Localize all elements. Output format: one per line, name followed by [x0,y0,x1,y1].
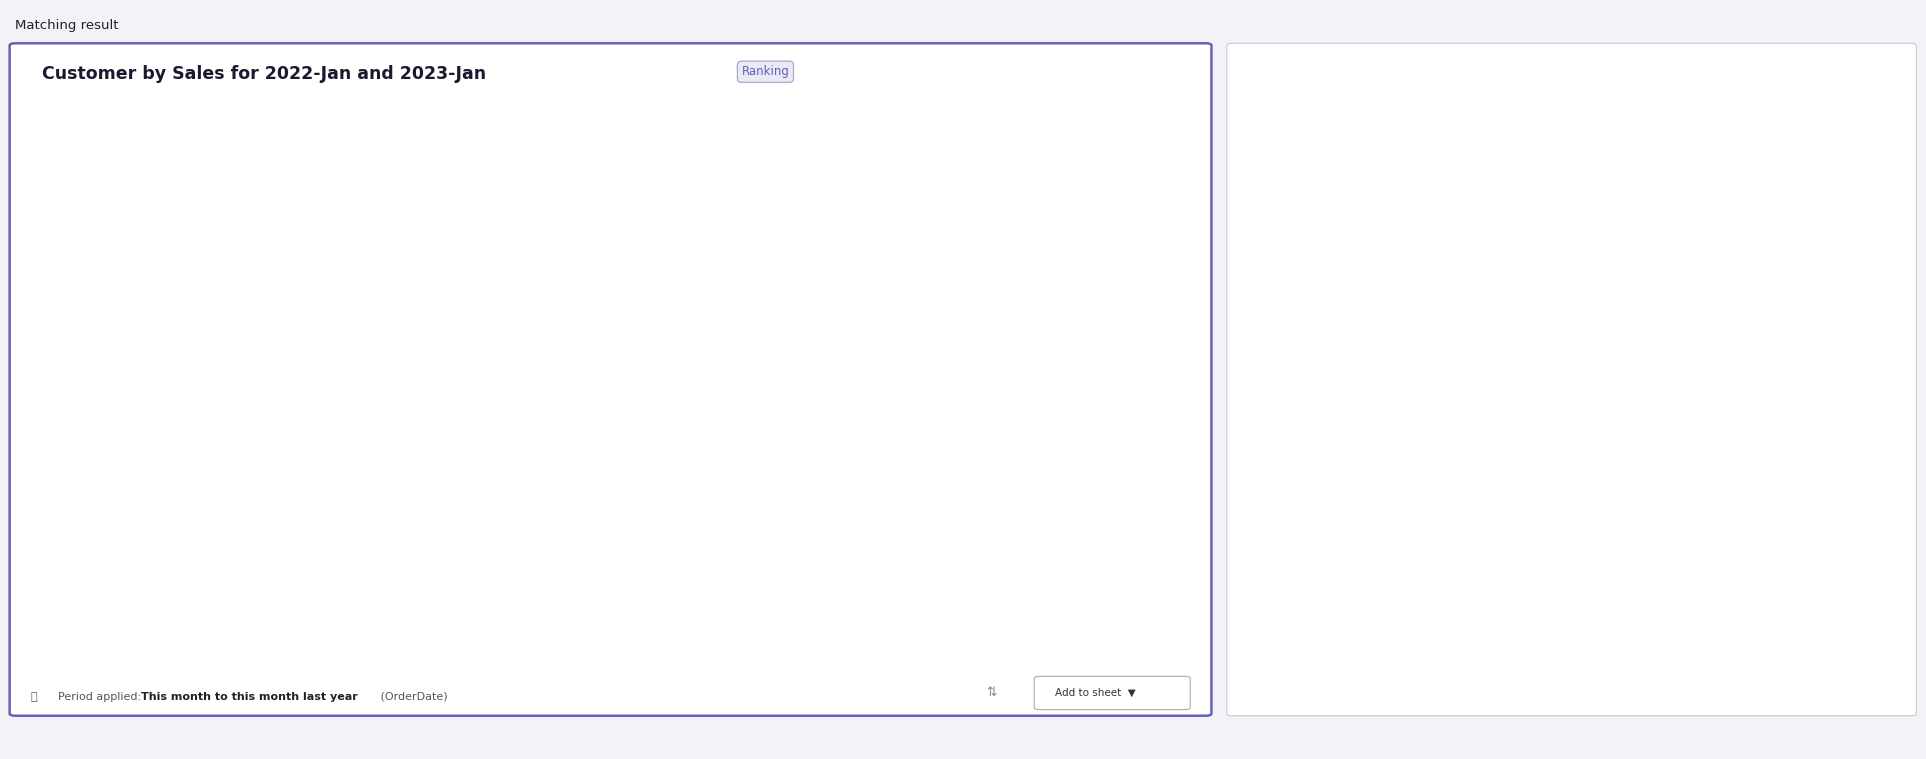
Bar [1136,331,1167,338]
Bar [1136,625,1163,631]
Bar [1136,473,1152,480]
Bar [1136,162,1148,168]
Bar [1136,269,1159,276]
Text: Customer by Sales for 2022-Jan and 2023-Jan: Customer by Sales for 2022-Jan and 2023-… [42,65,487,83]
Bar [1136,438,1159,445]
Bar [1136,224,1183,231]
Bar [1136,188,1177,196]
Text: Period applied:: Period applied: [58,691,144,702]
Text: 6.5k: 6.5k [664,412,691,425]
Text: 5.95k: 5.95k [624,527,659,540]
Bar [1136,402,1171,409]
Text: Period over Period: total Sales is 87.91k in 2023-Jan. This is
16.5% lower than : Period over Period: total Sales is 87.91… [1283,111,1633,142]
Text: ⇅: ⇅ [986,686,996,700]
Text: (OrderDate): (OrderDate) [377,691,449,702]
Bar [1136,518,1177,524]
Bar [1136,411,1177,418]
Bar [183,326,765,370]
Bar [1136,233,1181,240]
Bar [183,211,626,255]
Text: ✕: ✕ [1868,83,1882,97]
Bar [1136,553,1184,560]
Bar [183,441,992,484]
Bar [1136,304,1171,311]
FancyBboxPatch shape [1242,86,1901,213]
Text: 🕐: 🕐 [31,691,37,702]
Bar [1136,260,1175,266]
Bar [1136,589,1173,596]
Bar [1136,295,1179,302]
Text: 6.09k: 6.09k [634,226,668,240]
Text: 8.01k: 8.01k [772,342,809,354]
Text: >Period: This month to this month last year (OrderDate): >Period: This month to this month last y… [1283,223,1616,236]
Bar [1136,509,1175,516]
Bar [183,512,614,556]
Bar [183,397,655,441]
Text: Ranking: Ranking [742,65,790,78]
Text: Matching result: Matching result [15,19,119,32]
Text: Insights found: Insights found [1262,83,1396,100]
Bar [1136,482,1163,490]
Text: This month to this month last year: This month to this month last year [141,691,358,702]
Bar [1136,616,1175,622]
Bar [183,282,759,326]
Y-axis label: Customer: Customer [92,351,104,416]
Text: 8.67k: 8.67k [820,183,857,196]
Text: 11.14k: 11.14k [1000,456,1044,469]
Bar [1136,197,1154,204]
Text: 7.92k: 7.92k [767,298,801,310]
Bar [1136,446,1183,454]
Bar [1136,544,1150,552]
Bar [1136,153,1163,160]
Bar [1136,367,1163,373]
Bar [1136,375,1156,383]
Bar [1136,580,1179,587]
Text: Add to sheet  ▼: Add to sheet ▼ [1055,688,1136,698]
Bar [183,168,813,211]
X-axis label: Sales 2023-Jan, Sales 2022-Jan: Sales 2023-Jan, Sales 2022-Jan [551,666,759,679]
Bar [1136,340,1148,347]
